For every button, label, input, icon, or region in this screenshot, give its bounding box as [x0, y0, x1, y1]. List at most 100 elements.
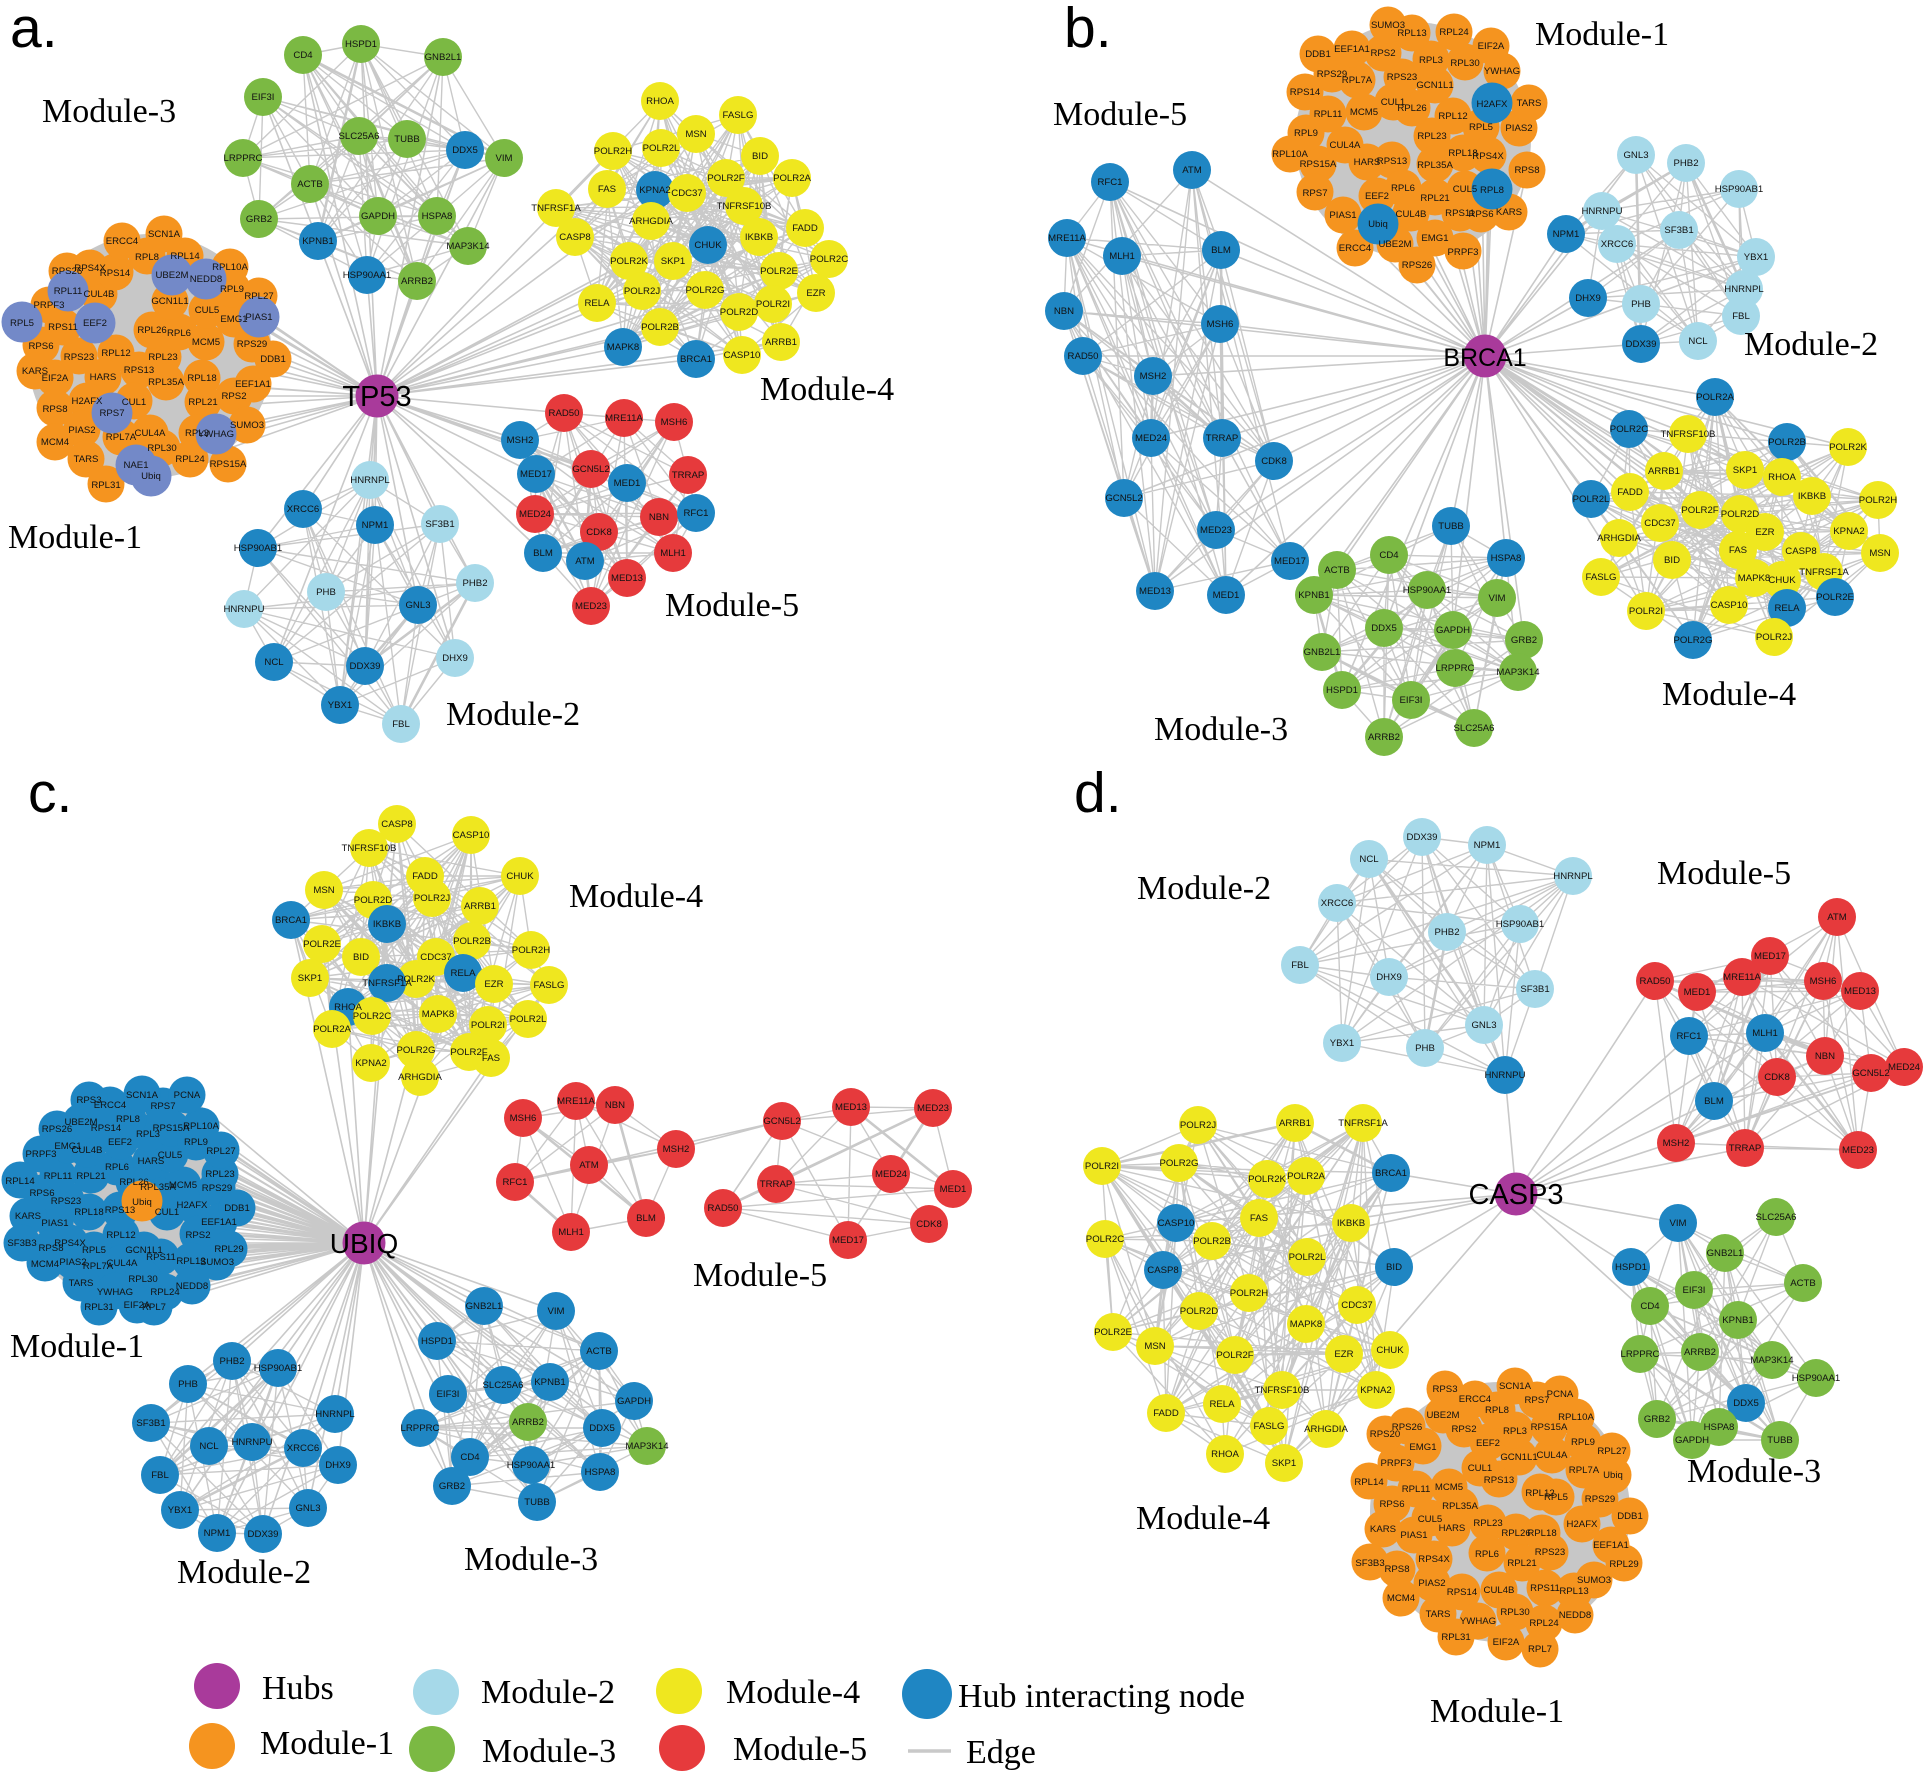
- svg-text:RPL23: RPL23: [1473, 1518, 1502, 1529]
- svg-text:TRRAP: TRRAP: [1729, 1143, 1762, 1154]
- svg-text:RPL12: RPL12: [101, 348, 130, 359]
- svg-text:RELA: RELA: [1209, 1399, 1235, 1410]
- svg-text:RPL18: RPL18: [1527, 1528, 1556, 1539]
- svg-text:Module-4: Module-4: [1662, 676, 1796, 713]
- svg-text:Module-2: Module-2: [481, 1674, 615, 1711]
- svg-text:POLR2F: POLR2F: [450, 1047, 487, 1058]
- svg-text:GCN1L1: GCN1L1: [125, 1245, 162, 1256]
- svg-text:MED23: MED23: [1842, 1145, 1874, 1156]
- svg-text:MED13: MED13: [1844, 986, 1876, 997]
- svg-text:CUL5: CUL5: [158, 1150, 183, 1161]
- svg-text:RPS15A: RPS15A: [1531, 1422, 1568, 1433]
- svg-text:H2AFX: H2AFX: [177, 1200, 209, 1211]
- svg-text:CD4: CD4: [1379, 550, 1399, 561]
- svg-text:NPM1: NPM1: [362, 520, 389, 531]
- svg-text:BRCA1: BRCA1: [1443, 344, 1526, 372]
- svg-text:POLR2C: POLR2C: [1610, 424, 1648, 435]
- svg-text:PIAS2: PIAS2: [1418, 1578, 1445, 1589]
- svg-text:RPL21: RPL21: [76, 1171, 105, 1182]
- svg-text:POLR2H: POLR2H: [594, 146, 632, 157]
- svg-text:MRE11A: MRE11A: [605, 413, 643, 424]
- svg-text:RPL24: RPL24: [1529, 1618, 1559, 1629]
- svg-text:Module-1: Module-1: [1430, 1693, 1564, 1730]
- svg-text:CD4: CD4: [1640, 1301, 1660, 1312]
- svg-text:GCN5L2: GCN5L2: [1105, 493, 1142, 504]
- svg-text:DDX5: DDX5: [452, 145, 478, 156]
- svg-text:ACTB: ACTB: [586, 1346, 612, 1357]
- svg-text:SUMO3: SUMO3: [1577, 1575, 1611, 1586]
- svg-text:HSPD1: HSPD1: [421, 1336, 453, 1347]
- svg-text:EIF2A: EIF2A: [1493, 1637, 1520, 1648]
- svg-text:MED24: MED24: [1888, 1062, 1921, 1073]
- svg-text:RPL5: RPL5: [1544, 1492, 1568, 1503]
- svg-text:CUL4B: CUL4B: [1484, 1585, 1515, 1596]
- svg-text:SF3B1: SF3B1: [1664, 225, 1693, 236]
- svg-text:DDB1: DDB1: [1305, 49, 1331, 60]
- svg-text:DDB1: DDB1: [260, 354, 286, 365]
- svg-text:HNRNPU: HNRNPU: [231, 1437, 272, 1448]
- svg-text:PRPF3: PRPF3: [1448, 247, 1479, 258]
- svg-text:HSP90AA1: HSP90AA1: [1792, 1373, 1841, 1384]
- svg-text:POLR2L: POLR2L: [643, 143, 680, 154]
- svg-text:CUL5: CUL5: [1418, 1514, 1443, 1525]
- svg-text:RPL18: RPL18: [74, 1207, 103, 1218]
- svg-text:RPL23: RPL23: [1417, 131, 1446, 142]
- svg-text:PIAS2: PIAS2: [1505, 123, 1532, 134]
- svg-text:NEDD8: NEDD8: [1559, 1610, 1592, 1621]
- svg-text:BID: BID: [1386, 1262, 1402, 1273]
- svg-text:RPL3: RPL3: [1419, 55, 1443, 66]
- svg-text:GCN1L1: GCN1L1: [151, 296, 188, 307]
- svg-text:GCN5L2: GCN5L2: [1852, 1068, 1889, 1079]
- svg-text:MLH1: MLH1: [558, 1227, 584, 1238]
- svg-text:RPL30: RPL30: [1500, 1607, 1529, 1618]
- svg-text:POLR2H: POLR2H: [1230, 1288, 1268, 1299]
- svg-text:RPL7A: RPL7A: [1569, 1465, 1600, 1476]
- svg-text:RPS2: RPS2: [1370, 48, 1395, 59]
- svg-text:Hub interacting node: Hub interacting node: [958, 1678, 1245, 1715]
- svg-text:ERCC4: ERCC4: [1339, 243, 1372, 254]
- svg-text:EZR: EZR: [1755, 527, 1774, 538]
- svg-text:UBE2M: UBE2M: [155, 270, 188, 281]
- svg-text:RHOA: RHOA: [1211, 1449, 1239, 1460]
- svg-text:RPS2: RPS2: [185, 1230, 210, 1241]
- svg-text:RPS8: RPS8: [1514, 165, 1539, 176]
- svg-text:BID: BID: [752, 151, 768, 162]
- svg-text:MED1: MED1: [1684, 987, 1711, 998]
- svg-text:RPS3: RPS3: [76, 1095, 101, 1106]
- svg-text:RPL11: RPL11: [44, 1171, 73, 1182]
- svg-text:Module-4: Module-4: [569, 878, 703, 915]
- svg-text:FASLG: FASLG: [1254, 1421, 1285, 1432]
- svg-text:MAPK8: MAPK8: [1290, 1319, 1323, 1330]
- svg-text:SF3B1: SF3B1: [1520, 984, 1549, 995]
- svg-text:RPS23: RPS23: [64, 352, 94, 363]
- svg-text:KARS: KARS: [22, 366, 48, 377]
- svg-text:POLR2I: POLR2I: [1085, 1161, 1119, 1172]
- svg-text:NEDD8: NEDD8: [176, 1281, 209, 1292]
- svg-text:EIF2A: EIF2A: [124, 1300, 151, 1311]
- svg-text:MED1: MED1: [940, 1184, 967, 1195]
- svg-text:BLM: BLM: [533, 548, 553, 559]
- svg-text:RPS8: RPS8: [38, 1243, 63, 1254]
- svg-text:HNRNPL: HNRNPL: [315, 1409, 355, 1420]
- svg-text:DDX39: DDX39: [1407, 832, 1438, 843]
- svg-text:Ubiq: Ubiq: [1368, 219, 1388, 230]
- svg-text:RPS26: RPS26: [42, 1124, 72, 1135]
- svg-text:RPL14: RPL14: [5, 1176, 35, 1187]
- svg-text:POLR2J: POLR2J: [1180, 1120, 1216, 1131]
- svg-text:EEF1A1: EEF1A1: [235, 379, 271, 390]
- svg-text:RPL26: RPL26: [119, 1177, 148, 1188]
- svg-text:ARHGDIA: ARHGDIA: [398, 1072, 442, 1083]
- svg-text:MSH6: MSH6: [1207, 319, 1234, 330]
- svg-text:NBN: NBN: [1815, 1051, 1835, 1062]
- svg-text:GRB2: GRB2: [246, 214, 272, 225]
- svg-text:RPL3: RPL3: [1503, 1426, 1527, 1437]
- svg-text:Module-2: Module-2: [177, 1554, 311, 1591]
- svg-text:Module-3: Module-3: [42, 93, 176, 130]
- svg-text:EMG1: EMG1: [54, 1141, 81, 1152]
- svg-text:DHX9: DHX9: [1376, 972, 1402, 983]
- svg-text:RPL11: RPL11: [1314, 109, 1343, 120]
- svg-text:KPNA2: KPNA2: [1360, 1385, 1391, 1396]
- svg-text:POLR2I: POLR2I: [756, 299, 790, 310]
- svg-text:CASP10: CASP10: [1711, 600, 1748, 611]
- svg-text:ACTB: ACTB: [1324, 565, 1350, 576]
